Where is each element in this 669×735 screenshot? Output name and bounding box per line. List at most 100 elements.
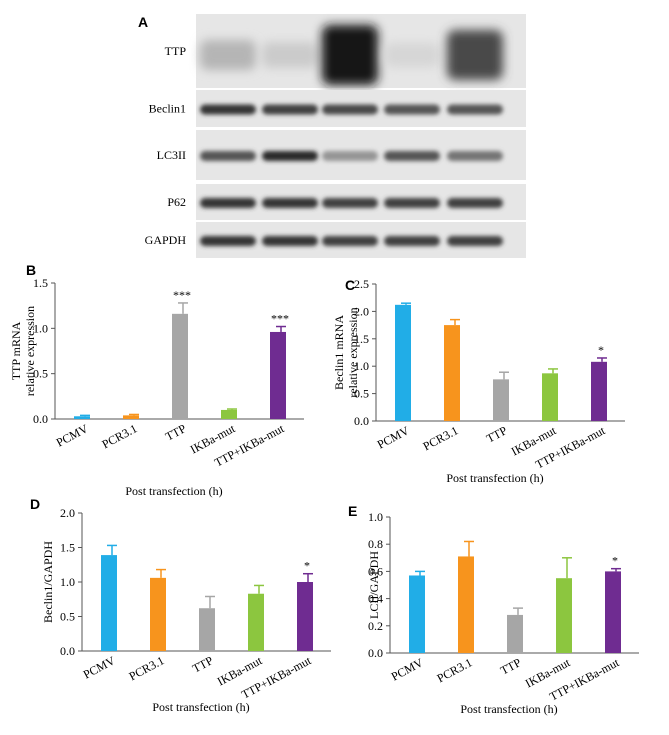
significance-mark: * bbox=[304, 559, 310, 573]
y-axis-label: LCII/GAPDH bbox=[367, 551, 381, 619]
x-tick-label-pcr3-1: PCR3.1 bbox=[435, 655, 475, 685]
significance-mark: *** bbox=[271, 312, 289, 326]
bar-ttp-ikba-mut bbox=[591, 361, 607, 421]
bar-pcr3-1 bbox=[150, 577, 166, 651]
x-tick-label-pcr3-1: PCR3.1 bbox=[100, 421, 140, 451]
blot-band bbox=[262, 198, 318, 208]
blot-row-beclin1: Beclin1 bbox=[149, 90, 526, 127]
blot-band bbox=[322, 25, 378, 85]
blot-row-label: Beclin1 bbox=[149, 102, 186, 116]
blot-rows: TTP Beclin1 LC3II P62 GAPDH bbox=[145, 14, 526, 258]
blot-band bbox=[200, 40, 256, 70]
panel-letter: B bbox=[26, 262, 36, 278]
blot-row-p62: P62 bbox=[167, 184, 526, 220]
bar-pcmv bbox=[74, 416, 90, 419]
y-axis-label: TTP mRNA bbox=[9, 321, 23, 380]
blot-band bbox=[262, 151, 318, 161]
bar-ikba-mut bbox=[542, 373, 558, 421]
x-axis-label: Post transfection (h) bbox=[152, 700, 249, 714]
y-tick-label: 2.0 bbox=[354, 304, 369, 318]
blot-band bbox=[447, 236, 503, 246]
blot-band bbox=[262, 104, 318, 115]
bar-pcmv bbox=[395, 304, 411, 421]
x-tick-label-pcmv: PCMV bbox=[54, 421, 91, 449]
y-tick-label: 0.0 bbox=[60, 644, 75, 658]
blot-band bbox=[200, 104, 256, 115]
blot-band bbox=[384, 198, 440, 208]
y-tick-label: 0.4 bbox=[368, 592, 383, 606]
blot-band bbox=[322, 104, 378, 115]
y-tick-label: 0.0 bbox=[33, 412, 48, 426]
blot-row-gapdh: GAPDH bbox=[145, 222, 526, 258]
x-tick-label-ttp: TTP bbox=[190, 653, 216, 676]
significance-mark: * bbox=[598, 343, 604, 357]
bar-pcr3-1 bbox=[458, 556, 474, 653]
bar-pcmv bbox=[101, 555, 117, 651]
bar-ttp-ikba-mut bbox=[297, 582, 313, 651]
bar-ikba-mut bbox=[248, 593, 264, 651]
blot-band bbox=[384, 104, 440, 115]
bar-ttp bbox=[199, 608, 215, 651]
bar-ikba-mut bbox=[556, 578, 572, 653]
x-tick-label-ttp: TTP bbox=[498, 655, 524, 678]
panel-letter: D bbox=[30, 496, 40, 512]
blot-row-label: P62 bbox=[167, 195, 186, 209]
x-axis-label: Post transfection (h) bbox=[446, 471, 543, 485]
panel-letter-a: A bbox=[138, 14, 148, 30]
blot-band bbox=[447, 104, 503, 115]
x-tick-label-ttp: TTP bbox=[484, 423, 510, 446]
y-axis-label: relative expression bbox=[23, 306, 37, 396]
blot-row-ttp: TTP bbox=[165, 14, 526, 88]
y-tick-label: 0.0 bbox=[354, 414, 369, 428]
y-tick-label: 0.0 bbox=[368, 646, 383, 660]
panel-letter: E bbox=[348, 503, 357, 519]
blot-band bbox=[262, 236, 318, 246]
significance-mark: * bbox=[612, 554, 618, 568]
blot-band bbox=[200, 236, 256, 246]
x-tick-label-pcmv: PCMV bbox=[375, 423, 412, 451]
blot-band bbox=[200, 198, 256, 208]
y-axis-label: Beclin1 mRNA bbox=[332, 315, 346, 390]
y-tick-label: 1.5 bbox=[33, 276, 48, 290]
blot-band bbox=[447, 30, 503, 80]
y-tick-label: 2.0 bbox=[60, 506, 75, 520]
y-tick-label: 1.0 bbox=[33, 321, 48, 335]
y-tick-label: 1.0 bbox=[60, 575, 75, 589]
blot-band bbox=[384, 151, 440, 161]
bar-pcr3-1 bbox=[123, 415, 139, 419]
x-tick-label-pcr3-1: PCR3.1 bbox=[127, 653, 167, 683]
x-axis-label: Post transfection (h) bbox=[460, 702, 557, 716]
x-tick-label-pcmv: PCMV bbox=[81, 653, 118, 681]
bar-ttp bbox=[493, 379, 509, 421]
blot-band bbox=[447, 198, 503, 208]
x-axis-label: Post transfection (h) bbox=[125, 484, 222, 498]
blot-band bbox=[262, 42, 318, 68]
blot-row-lc3ii: LC3II bbox=[157, 130, 526, 180]
blot-band bbox=[384, 236, 440, 246]
panel-letter: C bbox=[345, 277, 355, 293]
y-tick-label: 0.5 bbox=[354, 387, 369, 401]
blot-band bbox=[322, 151, 378, 161]
x-tick-label-pcr3-1: PCR3.1 bbox=[421, 423, 461, 453]
bar-ttp bbox=[507, 614, 523, 653]
y-tick-label: 0.5 bbox=[33, 367, 48, 381]
blot-row-label: TTP bbox=[165, 44, 187, 58]
x-tick-label-ttp: TTP bbox=[163, 421, 189, 444]
blot-row-label: LC3II bbox=[157, 148, 186, 162]
blot-band bbox=[322, 236, 378, 246]
blot-row-label: GAPDH bbox=[145, 233, 187, 247]
bar-ikba-mut bbox=[221, 409, 237, 419]
x-tick-label-pcmv: PCMV bbox=[389, 655, 426, 683]
y-axis-label: Beclin1/GAPDH bbox=[41, 541, 55, 623]
y-tick-label: 1.0 bbox=[368, 510, 383, 524]
bar-pcmv bbox=[409, 575, 425, 653]
bar-ttp-ikba-mut bbox=[270, 331, 286, 419]
y-tick-label: 1.5 bbox=[354, 332, 369, 346]
bar-pcr3-1 bbox=[444, 325, 460, 421]
